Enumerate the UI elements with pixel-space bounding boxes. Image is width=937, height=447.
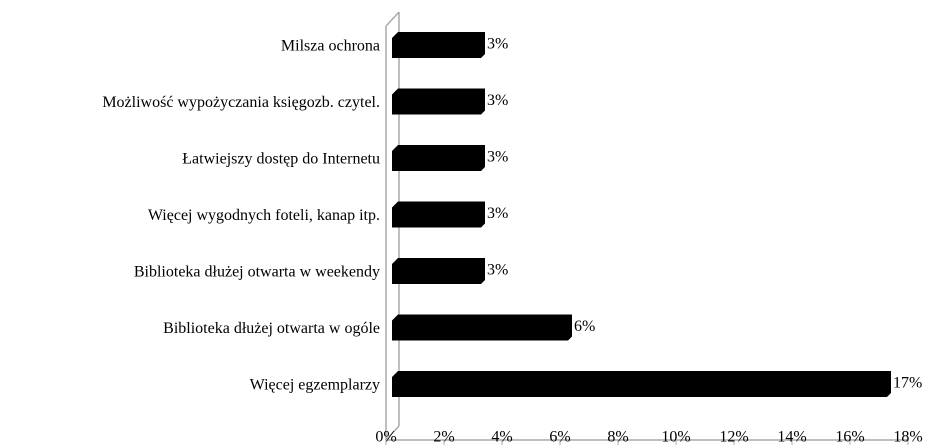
x-tick-label: 0% [375, 429, 396, 446]
bar [392, 201, 485, 228]
y-tick-label: Więcej wygodnych foteli, kanap itp. [148, 207, 380, 224]
y-tick-label: Łatwiejszy dostęp do Internetu [182, 151, 380, 168]
value-label: 3% [487, 92, 508, 109]
x-tick-label: 12% [719, 429, 748, 446]
bar [392, 371, 891, 397]
x-tick-label: 10% [661, 429, 690, 446]
x-tick-label: 8% [607, 429, 628, 446]
value-label: 3% [487, 262, 508, 279]
y-tick-label: Biblioteka dłużej otwarta w ogóle [163, 320, 380, 337]
value-label: 3% [487, 36, 508, 53]
depth-axis-top [385, 11, 400, 27]
y-tick-label: Więcej egzemplarzy [250, 377, 380, 394]
value-label: 3% [487, 205, 508, 222]
bar [392, 314, 572, 341]
x-tick-label: 18% [893, 429, 922, 446]
depth-axis [385, 425, 400, 441]
y-tick-label: Milsza ochrona [281, 38, 380, 55]
bar [392, 32, 485, 58]
value-label: 3% [487, 149, 508, 166]
x-tick-label: 14% [777, 429, 806, 446]
y-tick-label: Możliwość wypożyczania księgozb. czytel. [102, 94, 380, 111]
y-tick-label: Biblioteka dłużej otwarta w weekendy [134, 264, 380, 281]
x-tick-label: 2% [433, 429, 454, 446]
value-label: 6% [574, 318, 595, 335]
bar [392, 145, 485, 171]
value-label: 17% [893, 375, 922, 392]
x-tick-label: 4% [491, 429, 512, 446]
bar [392, 88, 485, 115]
bar [392, 258, 485, 284]
x-tick-label: 6% [549, 429, 570, 446]
x-tick-label: 16% [835, 429, 864, 446]
